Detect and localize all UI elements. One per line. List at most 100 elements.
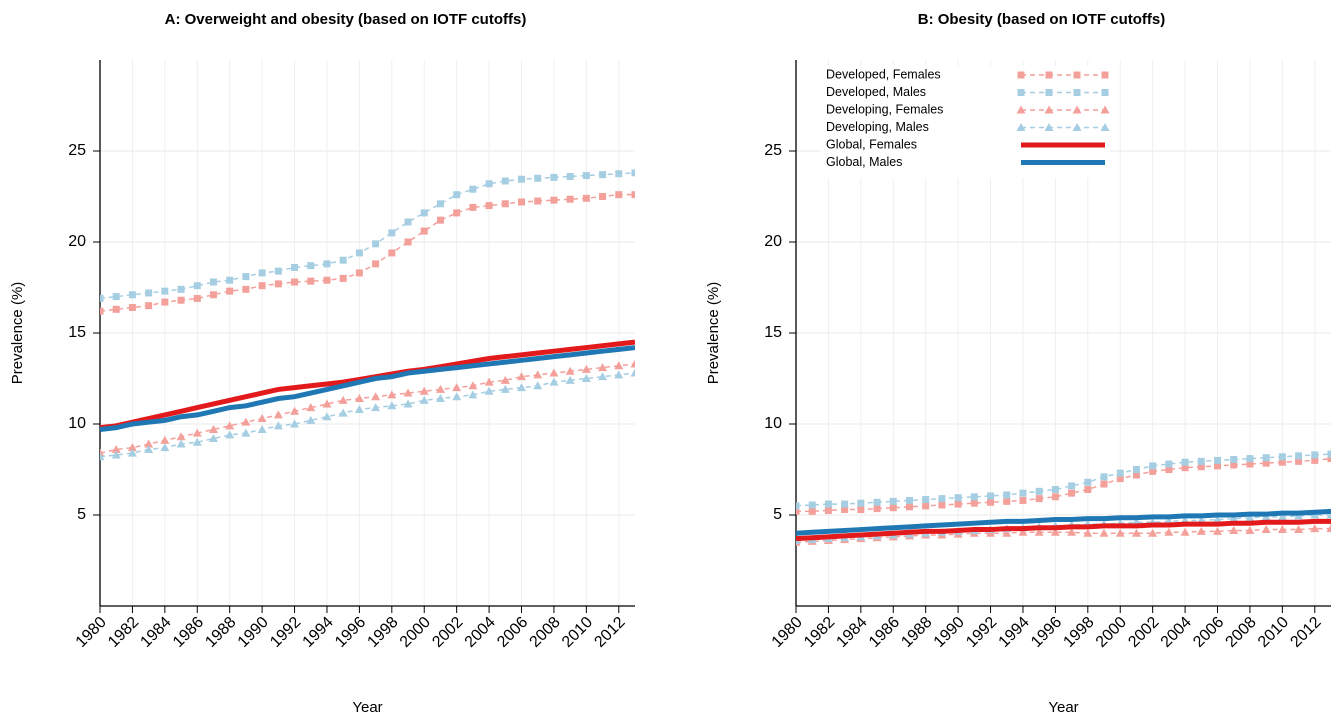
plot-area bbox=[100, 169, 635, 461]
marker bbox=[518, 175, 526, 183]
x-tick-label: 2008 bbox=[527, 614, 564, 651]
marker bbox=[469, 185, 477, 193]
marker bbox=[225, 421, 235, 430]
marker bbox=[1327, 455, 1331, 463]
series-line bbox=[100, 345, 635, 432]
marker bbox=[111, 444, 121, 453]
marker bbox=[420, 209, 428, 217]
marker bbox=[1116, 469, 1124, 477]
legend-marker bbox=[1044, 105, 1054, 114]
marker bbox=[841, 500, 849, 508]
marker bbox=[841, 506, 849, 514]
marker bbox=[518, 198, 526, 206]
marker bbox=[484, 377, 494, 386]
marker bbox=[857, 506, 865, 514]
marker bbox=[176, 432, 186, 441]
marker bbox=[1311, 456, 1319, 464]
legend-label: Developing, Females bbox=[826, 102, 943, 116]
marker bbox=[873, 498, 881, 506]
marker bbox=[1196, 526, 1206, 535]
y-tick-label: 25 bbox=[764, 142, 782, 159]
marker bbox=[954, 500, 962, 508]
marker bbox=[1277, 512, 1287, 521]
x-tick-label: 2006 bbox=[1190, 614, 1227, 651]
marker bbox=[1246, 455, 1254, 463]
marker bbox=[208, 434, 218, 443]
series-line bbox=[100, 363, 635, 454]
marker bbox=[1229, 514, 1239, 523]
marker bbox=[987, 492, 995, 500]
marker bbox=[1229, 525, 1239, 534]
marker bbox=[100, 294, 104, 302]
marker bbox=[323, 260, 331, 268]
x-tick-label: 1980 bbox=[73, 614, 110, 651]
marker bbox=[614, 370, 624, 379]
marker bbox=[160, 443, 170, 452]
marker bbox=[291, 263, 299, 271]
marker bbox=[1051, 493, 1059, 501]
x-tick-label: 1982 bbox=[105, 614, 142, 651]
marker bbox=[922, 496, 930, 504]
marker bbox=[549, 368, 559, 377]
marker bbox=[355, 249, 363, 257]
marker bbox=[226, 287, 234, 295]
marker bbox=[209, 291, 217, 299]
marker bbox=[1295, 452, 1303, 460]
marker bbox=[128, 304, 136, 312]
marker bbox=[242, 285, 250, 293]
marker bbox=[160, 435, 170, 444]
legend-box bbox=[820, 66, 1110, 178]
marker bbox=[403, 399, 413, 408]
marker bbox=[1003, 491, 1011, 499]
marker bbox=[1149, 462, 1157, 470]
marker bbox=[372, 260, 380, 268]
legend-label: Global, Females bbox=[826, 137, 917, 151]
marker bbox=[257, 424, 267, 433]
legend-label: Developed, Males bbox=[826, 85, 926, 99]
marker bbox=[1278, 453, 1286, 461]
x-tick-label: 2002 bbox=[1125, 614, 1162, 651]
x-tick-label: 1988 bbox=[898, 614, 935, 651]
marker bbox=[1245, 513, 1255, 522]
marker bbox=[1003, 497, 1011, 505]
x-tick-label: 2010 bbox=[559, 614, 596, 651]
marker bbox=[387, 401, 397, 410]
series-line bbox=[796, 508, 1331, 536]
marker bbox=[193, 282, 201, 290]
x-tick-label: 2004 bbox=[1158, 614, 1195, 651]
x-tick-label: 1982 bbox=[801, 614, 838, 651]
legend-marker bbox=[1072, 105, 1082, 114]
x-tick-label: 1994 bbox=[996, 614, 1033, 651]
marker bbox=[630, 368, 635, 377]
marker bbox=[192, 437, 202, 446]
marker bbox=[501, 200, 509, 208]
marker bbox=[388, 229, 396, 237]
legend-marker bbox=[1045, 89, 1053, 96]
marker bbox=[452, 383, 462, 392]
x-axis-label: Year bbox=[352, 699, 382, 716]
marker bbox=[338, 395, 348, 404]
marker bbox=[1165, 466, 1173, 473]
marker bbox=[938, 495, 946, 503]
marker bbox=[485, 202, 493, 210]
marker bbox=[484, 386, 494, 395]
marker bbox=[161, 298, 169, 306]
legend-marker bbox=[1017, 89, 1025, 96]
x-tick-label: 1988 bbox=[202, 614, 239, 651]
x-tick-label: 1990 bbox=[235, 614, 272, 651]
marker bbox=[582, 172, 590, 180]
marker bbox=[1214, 456, 1222, 464]
marker bbox=[419, 395, 429, 404]
marker bbox=[1262, 459, 1270, 467]
x-tick-label: 2002 bbox=[429, 614, 466, 651]
marker bbox=[453, 191, 461, 199]
marker bbox=[290, 419, 300, 428]
y-tick-label: 20 bbox=[68, 233, 86, 250]
marker bbox=[1034, 527, 1044, 536]
panel: A: Overweight and obesity (based on IOTF… bbox=[9, 11, 635, 716]
marker bbox=[372, 240, 380, 248]
marker bbox=[1051, 486, 1059, 494]
marker bbox=[1018, 527, 1028, 536]
plot-area bbox=[796, 450, 1331, 546]
marker bbox=[1148, 528, 1158, 537]
